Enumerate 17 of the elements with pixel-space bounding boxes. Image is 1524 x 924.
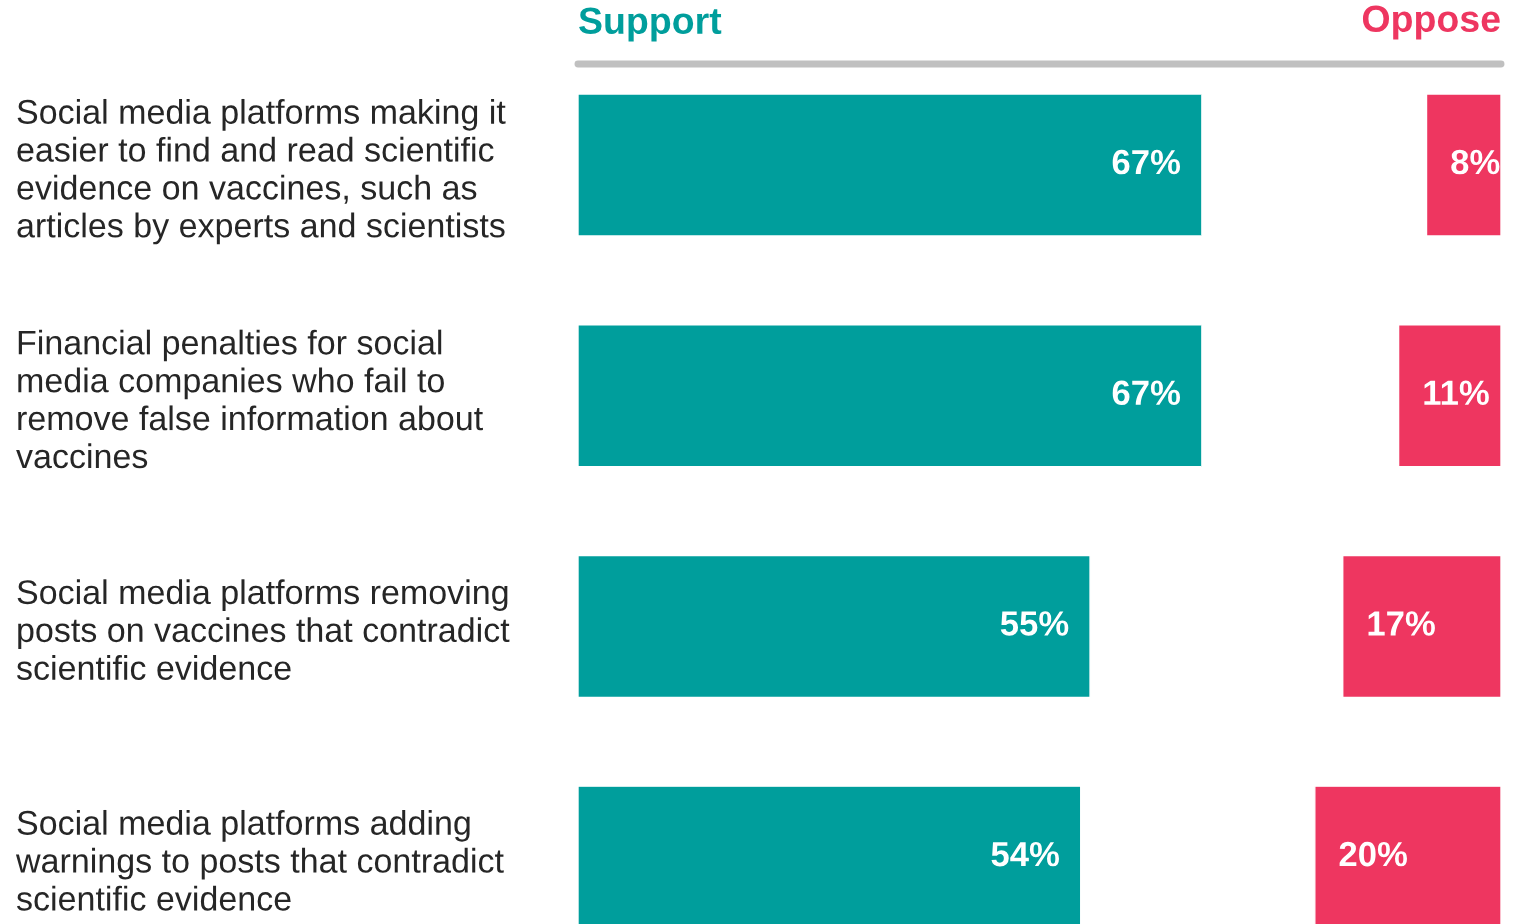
series-label: Oppose [1362, 5, 1500, 40]
data-label: 8% [1451, 149, 1500, 175]
bar [1342, 554, 1501, 699]
bar [1397, 324, 1501, 468]
data-label: 54% [991, 841, 1059, 867]
bar [1425, 93, 1501, 237]
data-label: 17% [1368, 611, 1435, 636]
y-tick-label: Social media platforms adding warnings to posts that contradict scientific evidence [15, 809, 504, 911]
data-label: 55% [1000, 611, 1069, 636]
y-tick-label: Social media platforms making it easier to find and read scientific evidence on vaccines, such as articles by experts and scientists [17, 98, 506, 245]
data-label: 20% [1339, 841, 1407, 867]
y-tick-label: Social media platforms removing posts on vaccines that contradict scientific evidence [16, 579, 510, 681]
y-tick-label: Financial penalties for social media companies who fail to remove false information about vaccines [16, 329, 483, 469]
data-label: 11% [1424, 380, 1489, 405]
series-label: Support [579, 7, 722, 42]
data-label: 67% [1112, 380, 1181, 406]
data-label: 67% [1112, 149, 1181, 175]
